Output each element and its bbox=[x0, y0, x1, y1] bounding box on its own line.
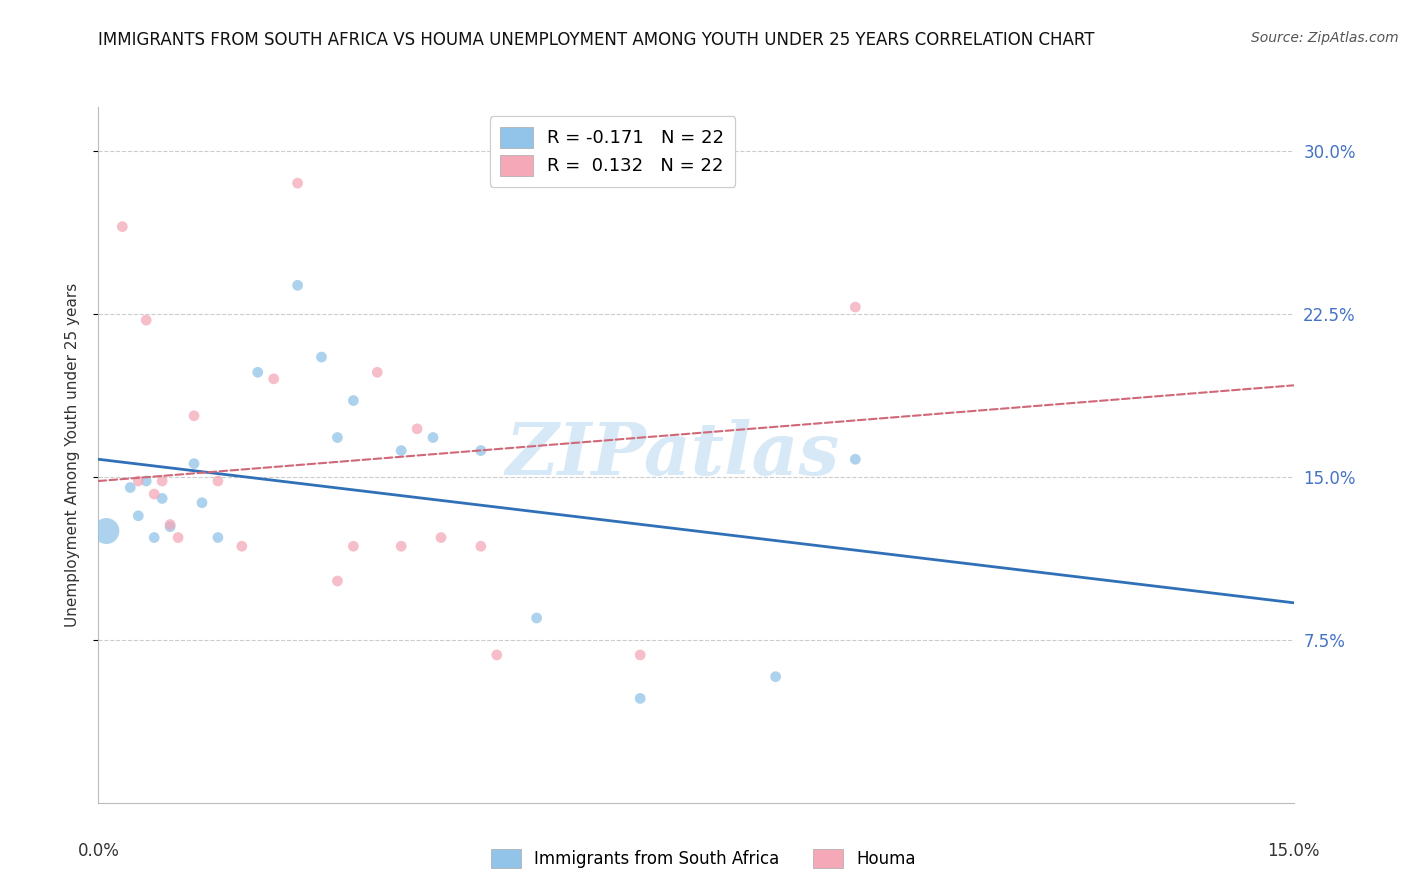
Point bbox=[246, 365, 269, 379]
Point bbox=[287, 278, 309, 293]
Point bbox=[326, 431, 349, 445]
Text: 15.0%: 15.0% bbox=[1267, 842, 1320, 860]
Point bbox=[183, 409, 205, 423]
Point bbox=[342, 539, 364, 553]
Point bbox=[127, 474, 149, 488]
Point bbox=[287, 176, 309, 190]
Point bbox=[430, 531, 453, 545]
Point bbox=[470, 539, 492, 553]
Point bbox=[143, 531, 166, 545]
Y-axis label: Unemployment Among Youth under 25 years: Unemployment Among Youth under 25 years bbox=[65, 283, 80, 627]
Point bbox=[342, 393, 364, 408]
Point bbox=[485, 648, 508, 662]
Point bbox=[844, 452, 866, 467]
Point bbox=[628, 691, 651, 706]
Point bbox=[191, 496, 214, 510]
Point bbox=[127, 508, 149, 523]
Point bbox=[389, 539, 412, 553]
Point bbox=[765, 670, 787, 684]
Point bbox=[167, 531, 190, 545]
Point bbox=[231, 539, 253, 553]
Point bbox=[111, 219, 134, 234]
Legend: R = -0.171   N = 22, R =  0.132   N = 22: R = -0.171 N = 22, R = 0.132 N = 22 bbox=[489, 116, 735, 186]
Point bbox=[150, 491, 173, 506]
Point bbox=[135, 313, 157, 327]
Point bbox=[470, 443, 492, 458]
Point bbox=[207, 474, 229, 488]
Text: ZIPatlas: ZIPatlas bbox=[505, 419, 839, 491]
Point bbox=[120, 481, 142, 495]
Point bbox=[263, 372, 285, 386]
Text: IMMIGRANTS FROM SOUTH AFRICA VS HOUMA UNEMPLOYMENT AMONG YOUTH UNDER 25 YEARS CO: IMMIGRANTS FROM SOUTH AFRICA VS HOUMA UN… bbox=[98, 31, 1095, 49]
Point bbox=[135, 474, 157, 488]
Point bbox=[311, 350, 333, 364]
Point bbox=[389, 443, 412, 458]
Point bbox=[183, 457, 205, 471]
Point bbox=[366, 365, 388, 379]
Point bbox=[150, 474, 173, 488]
Point bbox=[844, 300, 866, 314]
Point bbox=[422, 431, 444, 445]
Point bbox=[526, 611, 548, 625]
Text: Source: ZipAtlas.com: Source: ZipAtlas.com bbox=[1251, 31, 1399, 45]
Point bbox=[143, 487, 166, 501]
Point bbox=[207, 531, 229, 545]
Point bbox=[406, 422, 429, 436]
Point bbox=[628, 648, 651, 662]
Legend: Immigrants from South Africa, Houma: Immigrants from South Africa, Houma bbox=[484, 842, 922, 875]
Point bbox=[326, 574, 349, 588]
Point bbox=[96, 524, 118, 538]
Point bbox=[159, 517, 181, 532]
Text: 0.0%: 0.0% bbox=[77, 842, 120, 860]
Point bbox=[159, 519, 181, 533]
